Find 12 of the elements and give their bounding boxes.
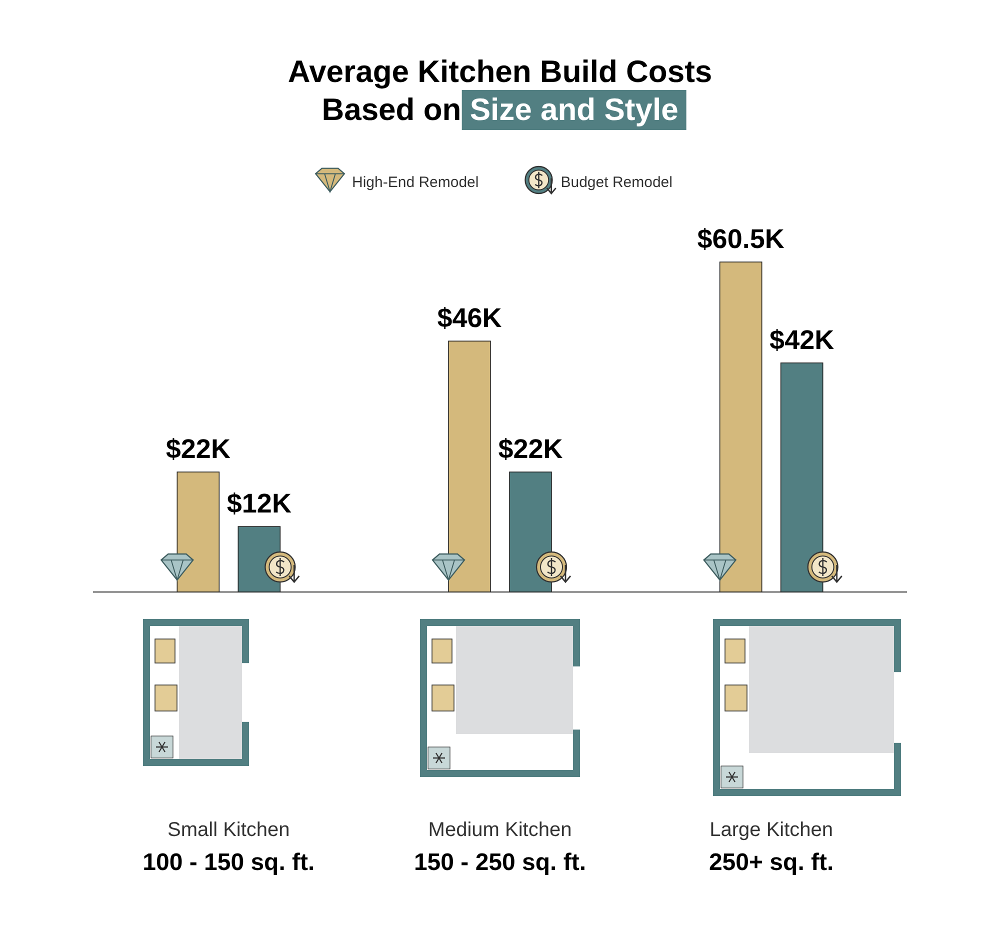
x-tick-label: Small Kitchen 100 - 150 sq. ft. (142, 819, 315, 876)
data-label: $60.5K (697, 224, 785, 254)
data-label: $12K (226, 488, 292, 519)
x-tick-label: Medium Kitchen 150 - 250 sq. ft. (414, 819, 586, 876)
data-label: $22K (498, 434, 564, 464)
legend-label: Budget Remodel (560, 174, 672, 191)
data-label: $46K (437, 303, 502, 334)
x-tick-label: Large Kitchen 250+ sq. ft. (708, 819, 834, 876)
chart-title: Average Kitchen Build Costs Based on Size and Style (288, 54, 712, 127)
data-label: $42K (770, 324, 835, 355)
legend-label: High-End Remodel (352, 174, 479, 191)
data-label: $22K (166, 434, 231, 464)
